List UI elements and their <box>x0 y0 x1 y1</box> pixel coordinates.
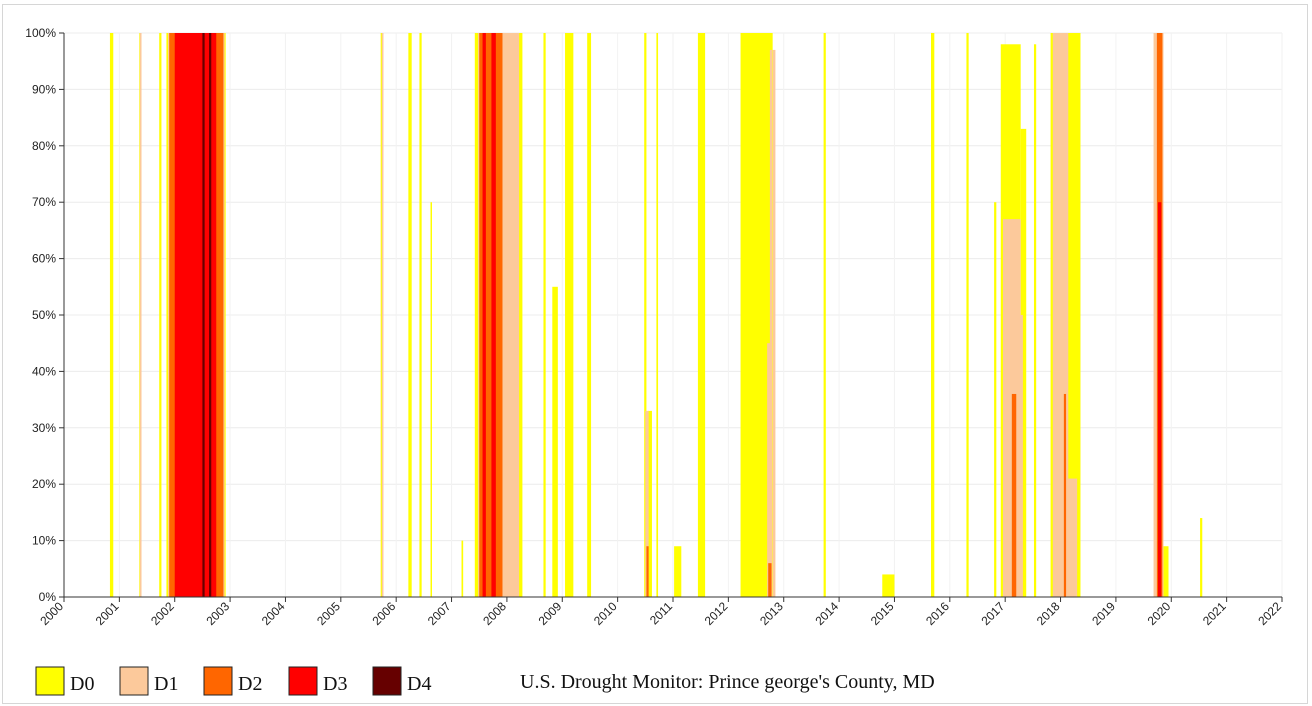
x-tick-label: 2012 <box>702 599 731 628</box>
x-tick-label: 2008 <box>480 599 509 628</box>
x-tick-label: 2001 <box>93 599 122 628</box>
band-d0 <box>1033 44 1037 597</box>
x-tick-label: 2002 <box>148 599 177 628</box>
x-tick-label: 2011 <box>647 599 675 627</box>
x-tick-label: 2014 <box>812 599 841 628</box>
band-d0 <box>543 33 546 597</box>
legend-label: D3 <box>323 673 347 695</box>
x-tick-label: 2013 <box>757 599 786 628</box>
band-d0 <box>966 33 969 597</box>
band-d0 <box>823 33 826 597</box>
band-d0 <box>882 574 895 597</box>
band-d0 <box>159 33 162 597</box>
band-d3 <box>482 33 486 597</box>
chart-frame <box>2 4 1308 704</box>
x-tick-label: 2015 <box>868 599 897 628</box>
band-d2 <box>768 563 772 597</box>
series-d4 <box>202 33 212 597</box>
y-tick-label: 40% <box>32 364 56 378</box>
y-tick-label: 60% <box>32 252 56 266</box>
x-tick-label: 2017 <box>979 599 1008 628</box>
band-d0 <box>930 33 935 597</box>
legend-item-d3: D3 <box>288 666 347 696</box>
y-tick-label: 70% <box>32 195 56 209</box>
legend-item-d4: D4 <box>372 666 431 696</box>
band-d0 <box>408 33 412 597</box>
x-tick-label: 2019 <box>1089 599 1118 628</box>
band-d0 <box>674 546 682 597</box>
band-d0 <box>430 202 433 597</box>
band-d4 <box>202 33 205 597</box>
band-d0 <box>1020 128 1027 597</box>
x-tick-label: 2022 <box>1255 599 1284 628</box>
legend-swatch <box>288 666 318 696</box>
band-d0 <box>461 540 464 597</box>
series-layer <box>109 33 1203 598</box>
x-tick-label: 2016 <box>923 599 952 628</box>
band-d0 <box>552 286 558 597</box>
x-tick-label: 2004 <box>259 599 288 628</box>
band-d0 <box>648 410 652 597</box>
band-d2 <box>1063 393 1067 597</box>
band-d2 <box>646 546 649 597</box>
band-d0 <box>994 202 997 597</box>
band-d1 <box>772 49 776 598</box>
band-d1 <box>769 49 773 598</box>
x-tick-label: 2007 <box>425 599 454 628</box>
x-tick-label: 2009 <box>536 599 565 628</box>
band-d0 <box>656 33 659 597</box>
band-d0 <box>1200 518 1203 597</box>
band-d1 <box>381 33 384 597</box>
legend-label: D0 <box>70 673 94 695</box>
y-tick-label: 10% <box>32 534 56 548</box>
legend-label: D2 <box>238 673 262 695</box>
band-d1 <box>645 410 649 597</box>
band-d1 <box>1066 478 1078 597</box>
band-d0 <box>565 33 574 597</box>
legend-swatch <box>35 666 65 696</box>
band-d0 <box>697 33 706 597</box>
y-tick-label: 100% <box>25 26 56 40</box>
band-d1 <box>139 33 142 597</box>
y-tick-label: 50% <box>32 308 56 322</box>
x-tick-label: 2003 <box>203 599 232 628</box>
x-tick-label: 2006 <box>370 599 399 628</box>
x-tick-label: 2010 <box>591 599 620 628</box>
x-tick-label: 2018 <box>1034 599 1063 628</box>
band-d3 <box>491 33 496 597</box>
x-tick-label: 2021 <box>1200 599 1229 628</box>
legend-label: D4 <box>407 673 431 695</box>
band-d0 <box>1162 546 1169 597</box>
legend-swatch <box>203 666 233 696</box>
chart-title: U.S. Drought Monitor: Prince george's Co… <box>520 671 935 693</box>
band-d0 <box>587 33 592 597</box>
band-d1 <box>767 343 771 597</box>
legend: D0 D1 D2 D3 D4 <box>35 666 431 696</box>
y-tick-label: 20% <box>32 477 56 491</box>
y-tick-label: 30% <box>32 421 56 435</box>
band-d4 <box>209 33 212 597</box>
y-tick-label: 0% <box>39 590 57 604</box>
legend-swatch <box>119 666 149 696</box>
x-tick-label: 2020 <box>1145 599 1174 628</box>
grid-lines <box>63 32 1283 598</box>
y-tick-label: 80% <box>32 139 56 153</box>
legend-item-d0: D0 <box>35 666 94 696</box>
band-d3 <box>1157 202 1162 597</box>
legend-label: D1 <box>154 673 178 695</box>
band-d0 <box>109 33 114 597</box>
legend-item-d2: D2 <box>203 666 262 696</box>
band-d0 <box>644 33 647 597</box>
band-d2 <box>1011 393 1017 597</box>
legend-item-d1: D1 <box>119 666 178 696</box>
band-d0 <box>419 33 422 597</box>
y-tick-label: 90% <box>32 82 56 96</box>
x-tick-label: 2005 <box>314 599 343 628</box>
legend-swatch <box>372 666 402 696</box>
